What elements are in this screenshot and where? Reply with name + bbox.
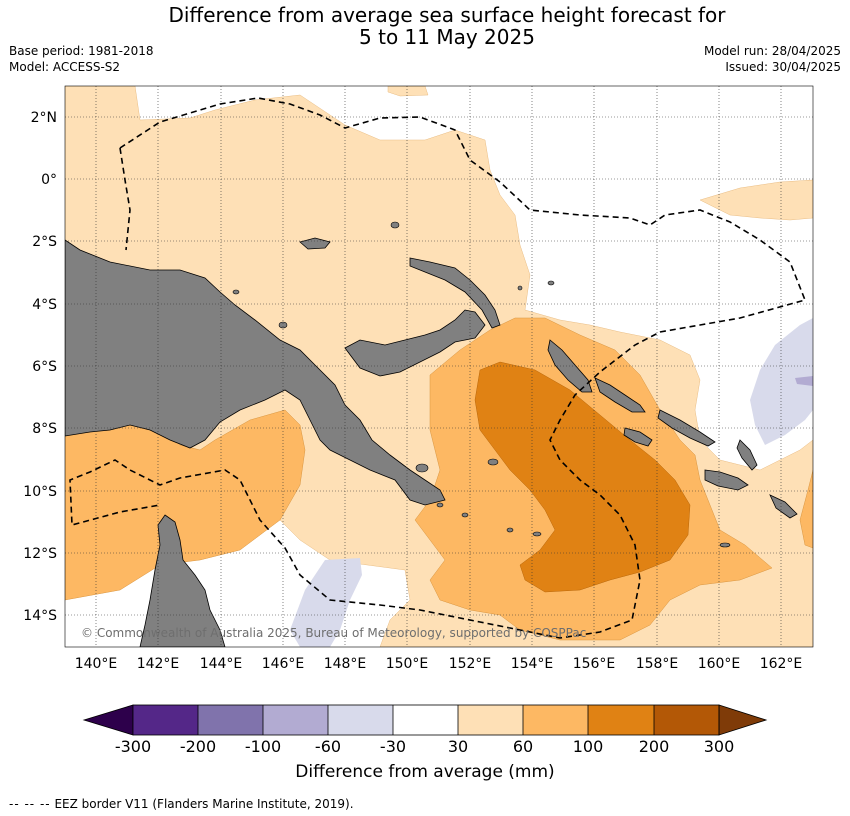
map-title: Difference from average sea surface heig… [0, 4, 850, 48]
title-line-2: 5 to 11 May 2025 [359, 25, 535, 49]
meta-left: Base period: 1981-2018 Model: ACCESS-S2 [9, 43, 154, 75]
lon-label-158e: 158°E [636, 656, 679, 672]
colorbar-tick-5: 30 [448, 737, 468, 756]
colorbar-tick-4: -30 [380, 737, 406, 756]
eez-legend: -- -- -- EEZ border V11 (Flanders Marine… [9, 797, 354, 811]
lon-label-146e: 146°E [262, 656, 305, 672]
land-new-ireland [409, 257, 501, 329]
lat-label-2n: 2°N [31, 110, 57, 126]
anomaly-region-100-200 [474, 361, 691, 593]
lat-label-14s: 14°S [23, 608, 57, 624]
issued-date: Issued: 30/04/2025 [725, 60, 841, 74]
lon-label-142e: 142°E [137, 656, 180, 672]
colorbar-tick-7: 100 [573, 737, 604, 756]
colorbar-bin-3 [263, 705, 328, 735]
lat-label-0: 0° [41, 172, 57, 188]
map-area [65, 86, 813, 647]
colorbar-arrow-low [82, 704, 134, 736]
graticule [65, 86, 813, 647]
lat-label-12s: 12°S [23, 546, 57, 562]
lat-label-6s: 6°S [32, 359, 57, 375]
lon-label-156e: 156°E [573, 656, 616, 672]
anomaly-region-30-60-top [387, 86, 429, 97]
base-period: Base period: 1981-2018 [9, 44, 154, 58]
anomaly-region-30-60-northeast [699, 179, 813, 221]
land-makira [769, 494, 798, 519]
anomaly-region-neg-south [290, 558, 362, 647]
colorbar: -300 -200 -100 -60 -30 30 60 100 200 300 [82, 704, 768, 756]
land-malaita [736, 439, 758, 471]
small-islands [232, 221, 731, 548]
colorbar-bin-7 [523, 705, 588, 735]
lon-label-144e: 144°E [200, 656, 243, 672]
colorbar-bin-6 [458, 705, 523, 735]
colorbar-tick-1: -200 [180, 737, 216, 756]
anomaly-region-neg-east [750, 318, 813, 445]
title-line-1: Difference from average sea surface heig… [168, 3, 726, 27]
lon-label-148e: 148°E [324, 656, 367, 672]
land-new-georgia [623, 427, 653, 447]
anomaly-region-60-100-edge [799, 469, 813, 549]
colorbar-bin-4 [328, 705, 393, 735]
colorbar-tick-2: -100 [245, 737, 281, 756]
lon-label-154e: 154°E [511, 656, 554, 672]
colorbar-bin-1 [133, 705, 198, 735]
lat-label-4s: 4°S [32, 297, 57, 313]
eez-legend-text: EEZ border V11 (Flanders Marine Institut… [54, 797, 354, 811]
colorbar-tick-6: 60 [513, 737, 533, 756]
colorbar-bin-5 [393, 705, 458, 735]
lon-label-140e: 140°E [75, 656, 118, 672]
land-guadalcanal [704, 469, 749, 491]
copyright-notice: © Commonwealth of Australia 2025, Bureau… [81, 626, 586, 640]
lon-label-150e: 150°E [386, 656, 429, 672]
eez-borders [69, 97, 807, 639]
model-run: Model run: 28/04/2025 [703, 44, 841, 58]
colorbar-arrow-high [718, 704, 768, 736]
colorbar-bin-9 [654, 705, 719, 735]
land-choiseul [594, 377, 646, 413]
colorbar-bin-2 [198, 705, 263, 735]
lon-label-160e: 160°E [698, 656, 741, 672]
colorbar-tick-3: -60 [315, 737, 341, 756]
land-manus [299, 237, 331, 250]
model-name: Model: ACCESS-S2 [9, 60, 121, 74]
colorbar-tick-8: 200 [639, 737, 670, 756]
colorbar-bin-8 [588, 705, 654, 735]
eez-legend-symbol: -- -- -- [9, 797, 51, 811]
lat-label-2s: 2°S [32, 234, 57, 250]
colorbar-tick-9: 300 [704, 737, 735, 756]
colorbar-label: Difference from average (mm) [295, 762, 555, 782]
anomaly-region-neg-east-core [795, 376, 813, 386]
land-cape-york [139, 514, 226, 647]
colorbar-tick-0: -300 [115, 737, 151, 756]
lon-label-152e: 152°E [449, 656, 492, 672]
land-new-britain [344, 309, 486, 377]
lat-label-8s: 8°S [32, 421, 57, 437]
lat-label-10s: 10°S [23, 484, 57, 500]
meta-right: Model run: 28/04/2025 Issued: 30/04/2025 [704, 43, 841, 75]
lon-label-162e: 162°E [760, 656, 803, 672]
land-new-guinea [65, 239, 446, 506]
